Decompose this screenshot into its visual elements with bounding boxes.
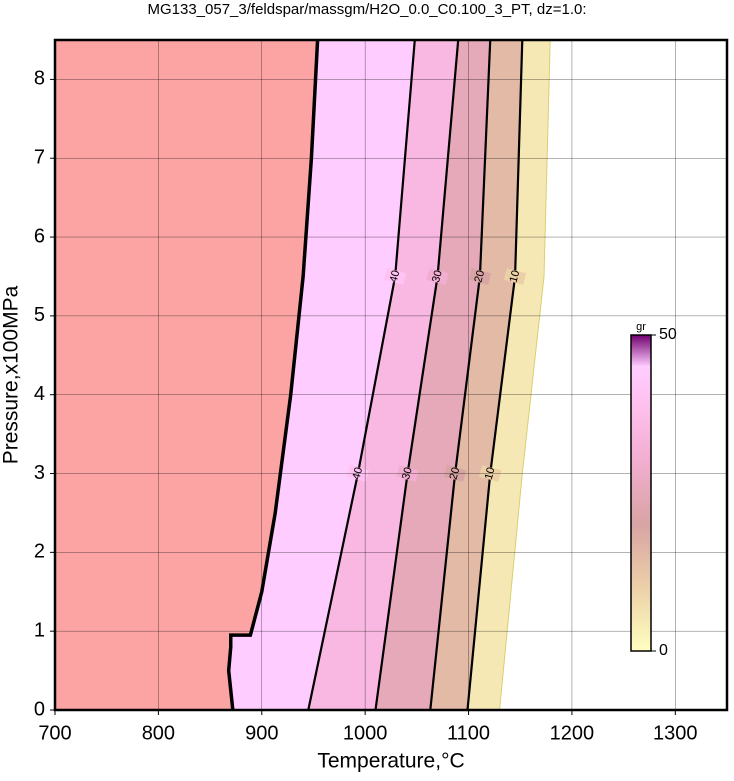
contour-label: 10 [508, 269, 523, 284]
y-tick-label: 4 [34, 383, 45, 405]
contour-band [228, 40, 415, 710]
x-tick-label: 1000 [343, 722, 388, 744]
contour-label: 40 [388, 269, 403, 284]
x-tick-label: 1200 [550, 722, 595, 744]
plot-frame [53, 38, 729, 712]
contour-label-bg [503, 268, 527, 285]
contour-label: 20 [472, 269, 487, 284]
contour-label-bg [426, 268, 449, 285]
colorbar-tick-label: 50 [659, 326, 677, 343]
y-tick-label: 8 [34, 68, 45, 90]
y-tick-label: 2 [34, 541, 45, 563]
colorbar-label: gr [636, 321, 646, 333]
contour-label-bg [468, 268, 492, 285]
contour-label-bg [383, 268, 407, 285]
contour-label: 30 [430, 269, 445, 284]
outside-region [55, 40, 318, 710]
contour-band [430, 40, 523, 710]
contour-band [375, 40, 491, 710]
x-tick-label: 800 [142, 722, 175, 744]
y-tick-label: 0 [34, 698, 45, 720]
y-tick-label: 1 [34, 619, 45, 641]
y-tick-label: 3 [34, 462, 45, 484]
x-tick-label: 1300 [653, 722, 698, 744]
y-tick-label: 6 [34, 225, 45, 247]
contour-band [308, 40, 459, 710]
colorbar [630, 334, 652, 652]
x-tick-label: 1100 [447, 722, 490, 744]
contour-band [467, 40, 551, 710]
colorbar-tick-label: 0 [659, 642, 668, 659]
x-tick-label: 900 [245, 722, 278, 744]
y-axis-label: Pressure,x100MPa [0, 285, 23, 464]
x-tick-label: 700 [38, 722, 71, 744]
y-tick-label: 5 [34, 304, 45, 326]
x-axis-label: Temperature,°C [317, 750, 464, 773]
chart-title: MG133_057_3/feldspar/massgm/H2O_0.0_C0.1… [147, 1, 586, 18]
y-tick-label: 7 [34, 147, 45, 169]
